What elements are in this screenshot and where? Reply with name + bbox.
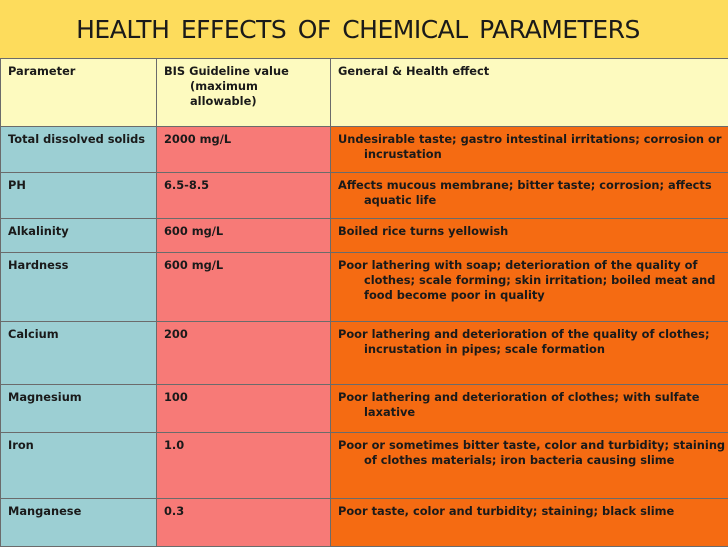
- table-row: Hardness 600 mg/L Poor lathering with so…: [1, 253, 728, 322]
- cell-parameter: Iron: [1, 433, 157, 499]
- table-header-row: Parameter BIS Guideline value (maximum a…: [1, 59, 728, 127]
- table-row: Manganese 0.3 Poor taste, color and turb…: [1, 499, 728, 547]
- chemical-parameters-table: Parameter BIS Guideline value (maximum a…: [0, 58, 728, 547]
- cell-guideline: 200: [157, 322, 331, 385]
- header-bis-guideline: BIS Guideline value (maximum allowable): [157, 59, 331, 127]
- cell-parameter: Manganese: [1, 499, 157, 547]
- cell-parameter: Hardness: [1, 253, 157, 322]
- cell-parameter: Calcium: [1, 322, 157, 385]
- cell-effect: Poor lathering and deterioration of the …: [331, 322, 728, 385]
- cell-parameter: Alkalinity: [1, 219, 157, 253]
- cell-guideline: 2000 mg/L: [157, 127, 331, 173]
- cell-parameter: Total dissolved solids: [1, 127, 157, 173]
- cell-effect: Poor taste, color and turbidity; stainin…: [331, 499, 728, 547]
- cell-guideline: 6.5-8.5: [157, 173, 331, 219]
- cell-guideline: 0.3: [157, 499, 331, 547]
- cell-effect: Poor lathering with soap; deterioration …: [331, 253, 728, 322]
- table-row: Magnesium 100 Poor lathering and deterio…: [1, 385, 728, 433]
- cell-guideline: 100: [157, 385, 331, 433]
- header-health-effect: General & Health effect: [331, 59, 728, 127]
- cell-parameter: PH: [1, 173, 157, 219]
- cell-guideline: 600 mg/L: [157, 219, 331, 253]
- cell-effect: Affects mucous membrane; bitter taste; c…: [331, 173, 728, 219]
- cell-effect: Boiled rice turns yellowish: [331, 219, 728, 253]
- table-row: Total dissolved solids 2000 mg/L Undesir…: [1, 127, 728, 173]
- cell-effect: Undesirable taste; gastro intestinal irr…: [331, 127, 728, 173]
- table-row: Iron 1.0 Poor or sometimes bitter taste,…: [1, 433, 728, 499]
- slide-title: HEALTH EFFECTS OF CHEMICAL PARAMETERS: [0, 0, 728, 58]
- table-row: Alkalinity 600 mg/L Boiled rice turns ye…: [1, 219, 728, 253]
- cell-effect: Poor or sometimes bitter taste, color an…: [331, 433, 728, 499]
- cell-guideline: 1.0: [157, 433, 331, 499]
- table-row: PH 6.5-8.5 Affects mucous membrane; bitt…: [1, 173, 728, 219]
- cell-effect: Poor lathering and deterioration of clot…: [331, 385, 728, 433]
- cell-parameter: Magnesium: [1, 385, 157, 433]
- header-parameter: Parameter: [1, 59, 157, 127]
- table-row: Calcium 200 Poor lathering and deteriora…: [1, 322, 728, 385]
- cell-guideline: 600 mg/L: [157, 253, 331, 322]
